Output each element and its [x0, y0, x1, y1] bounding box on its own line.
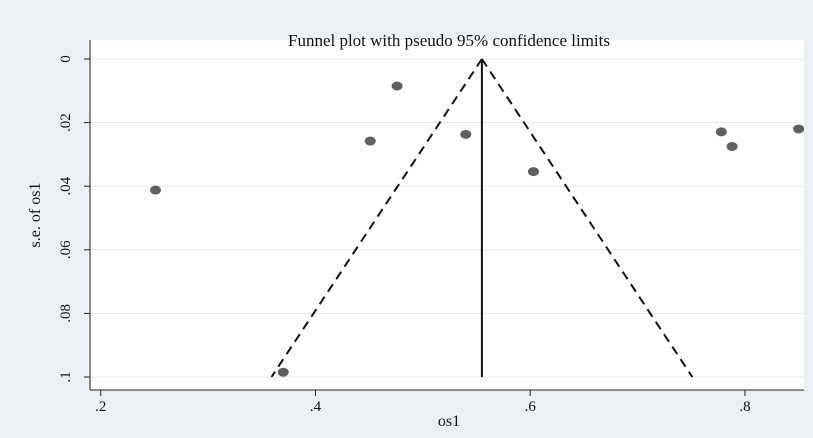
y-tick-label: .1: [58, 371, 74, 382]
y-tick-label: .04: [58, 176, 74, 195]
y-axis-label: s.e. of os1: [27, 183, 44, 248]
axes: [89, 40, 804, 391]
y-tick-label: .02: [58, 113, 74, 132]
y-tick-label: .08: [58, 304, 74, 323]
x-tick-label: .6: [525, 399, 537, 415]
study-point: [391, 81, 403, 91]
gridlines: [90, 58, 804, 378]
study-point: [793, 124, 805, 134]
study-point: [726, 141, 738, 151]
x-tick-label: .2: [95, 399, 106, 415]
chart-title: Funnel plot with pseudo 95% confidence l…: [288, 31, 610, 50]
funnel-lines: [270, 58, 694, 378]
plot-area: [90, 40, 804, 390]
y-tick-label: .06: [58, 240, 74, 259]
study-point: [715, 127, 727, 137]
x-axis-label: os1: [438, 413, 460, 430]
study-point: [364, 136, 376, 146]
lower-confidence-limit: [270, 58, 483, 378]
x-tick-label: .8: [739, 399, 750, 415]
study-point: [527, 167, 539, 177]
ticks: 0 .02 .04 .06 .08 .1 .2 .4 .6 .8: [58, 55, 751, 415]
study-point: [460, 129, 472, 139]
y-tick-label: 0: [58, 55, 74, 63]
study-point: [149, 185, 161, 195]
study-point: [277, 367, 289, 377]
upper-confidence-limit: [481, 58, 694, 378]
data-points: [149, 81, 805, 377]
x-tick-label: .4: [310, 399, 322, 415]
